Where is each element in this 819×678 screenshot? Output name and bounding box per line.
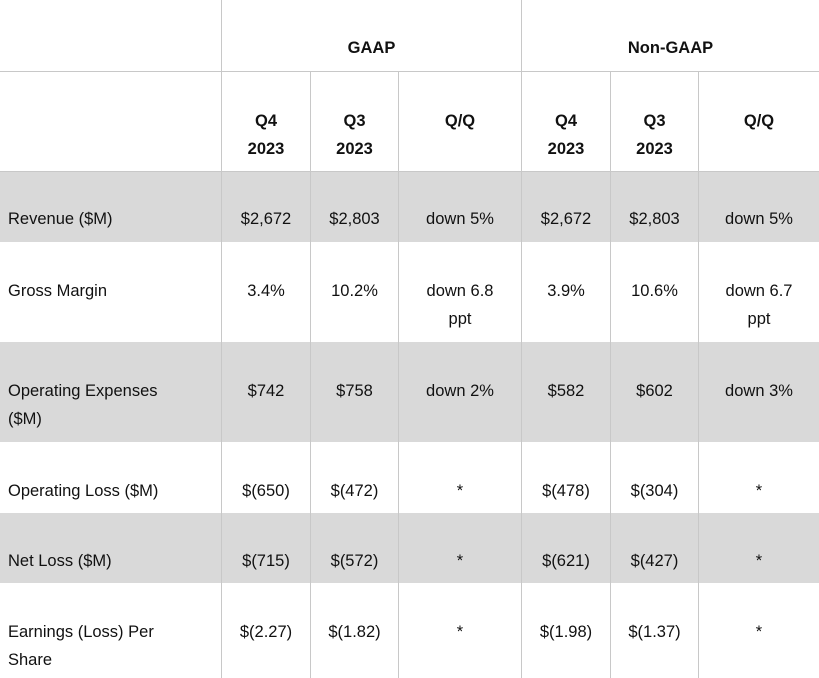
grid-line — [221, 0, 222, 678]
table-cell: $602 — [636, 382, 673, 400]
row-label-operating-expenses: Operating Expenses ($M) — [8, 382, 158, 428]
table-cell: 3.4% — [247, 282, 285, 300]
column-header: Q/Q — [444, 112, 476, 130]
table-cell: $(1.98) — [539, 623, 593, 641]
table-cell: $(304) — [630, 482, 679, 500]
grid-line — [521, 0, 522, 678]
group-header-gaap: GAAP — [347, 39, 396, 57]
table-cell: down 6.8 ppt — [426, 282, 494, 328]
table-cell: * — [755, 482, 763, 500]
row-label-net-loss: Net Loss ($M) — [8, 552, 112, 570]
table-cell: down 6.7 ppt — [725, 282, 793, 328]
table-cell: * — [456, 552, 464, 570]
table-cell: $(478) — [542, 482, 590, 500]
table-cell: $2,803 — [329, 210, 380, 228]
table-cell: 10.2% — [331, 282, 378, 300]
row-bg-operating-expenses — [0, 342, 819, 442]
table-cell: $(1.37) — [628, 623, 681, 641]
table-cell: $(572) — [330, 552, 379, 570]
table-cell: down 2% — [426, 382, 494, 400]
table-cell: $2,803 — [629, 210, 680, 228]
table-cell: * — [456, 623, 464, 641]
table-cell: 3.9% — [547, 282, 585, 300]
grid-line — [0, 171, 819, 172]
column-header: Q4 2023 — [547, 112, 585, 158]
row-label-gross-margin: Gross Margin — [8, 282, 108, 300]
row-label-operating-loss: Operating Loss ($M) — [8, 482, 159, 500]
row-label-eps: Earnings (Loss) Per Share — [8, 623, 154, 669]
table-cell: $2,672 — [240, 210, 292, 228]
table-cell: $(472) — [330, 482, 379, 500]
table-cell: $758 — [336, 382, 373, 400]
grid-line — [310, 72, 311, 678]
table-cell: $(2.27) — [239, 623, 293, 641]
table-cell: 10.6% — [631, 282, 678, 300]
row-label-revenue: Revenue ($M) — [8, 210, 113, 228]
column-header: Q/Q — [743, 112, 775, 130]
table-cell: $582 — [547, 382, 585, 400]
column-header: Q3 2023 — [336, 112, 373, 158]
column-header: Q4 2023 — [247, 112, 285, 158]
table-cell: $(650) — [242, 482, 290, 500]
table-cell: $(427) — [630, 552, 679, 570]
grid-line — [698, 72, 699, 678]
table-cell: $742 — [247, 382, 285, 400]
grid-line — [398, 72, 399, 678]
table-cell: $(715) — [242, 552, 290, 570]
table-cell: $(621) — [542, 552, 590, 570]
table-cell: down 5% — [426, 210, 494, 228]
group-header-non-gaap: Non-GAAP — [627, 39, 714, 57]
column-header: Q3 2023 — [636, 112, 673, 158]
table-cell: * — [755, 623, 763, 641]
row-bg-net-loss — [0, 513, 819, 583]
row-bg-revenue — [0, 172, 819, 242]
table-cell: * — [755, 552, 763, 570]
table-cell: $2,672 — [540, 210, 592, 228]
grid-line — [0, 71, 819, 72]
grid-line — [610, 72, 611, 678]
table-cell: down 5% — [725, 210, 793, 228]
table-cell: down 3% — [725, 382, 793, 400]
table-cell: * — [456, 482, 464, 500]
table-cell: $(1.82) — [328, 623, 381, 641]
